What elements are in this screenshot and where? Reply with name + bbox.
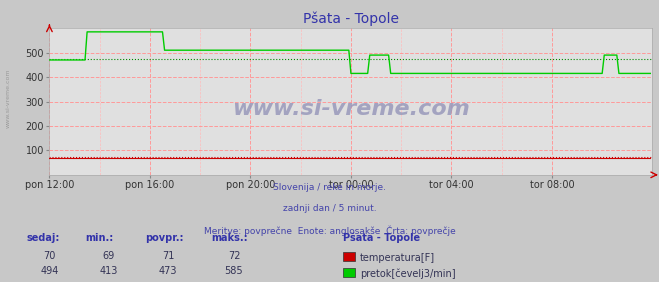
Text: www.si-vreme.com: www.si-vreme.com <box>232 99 470 119</box>
Text: povpr.:: povpr.: <box>145 233 183 243</box>
Text: 69: 69 <box>103 251 115 261</box>
Text: min.:: min.: <box>86 233 114 243</box>
Text: Pšata - Topole: Pšata - Topole <box>343 233 420 243</box>
Text: Slovenija / reke in morje.: Slovenija / reke in morje. <box>273 183 386 192</box>
Text: 70: 70 <box>43 251 55 261</box>
Text: zadnji dan / 5 minut.: zadnji dan / 5 minut. <box>283 204 376 213</box>
Text: pretok[čevelj3/min]: pretok[čevelj3/min] <box>360 269 455 279</box>
Text: 71: 71 <box>162 251 174 261</box>
Text: 413: 413 <box>100 266 118 276</box>
Text: 494: 494 <box>40 266 59 276</box>
Text: Meritve: povprečne  Enote: anglosakše  Črta: povprečje: Meritve: povprečne Enote: anglosakše Črt… <box>204 226 455 236</box>
Text: 473: 473 <box>159 266 177 276</box>
Text: maks.:: maks.: <box>211 233 248 243</box>
Text: 72: 72 <box>228 251 240 261</box>
Text: sedaj:: sedaj: <box>26 233 60 243</box>
Title: Pšata - Topole: Pšata - Topole <box>303 11 399 26</box>
Text: temperatura[F]: temperatura[F] <box>360 253 435 263</box>
Text: www.si-vreme.com: www.si-vreme.com <box>5 69 11 128</box>
Text: 585: 585 <box>225 266 243 276</box>
